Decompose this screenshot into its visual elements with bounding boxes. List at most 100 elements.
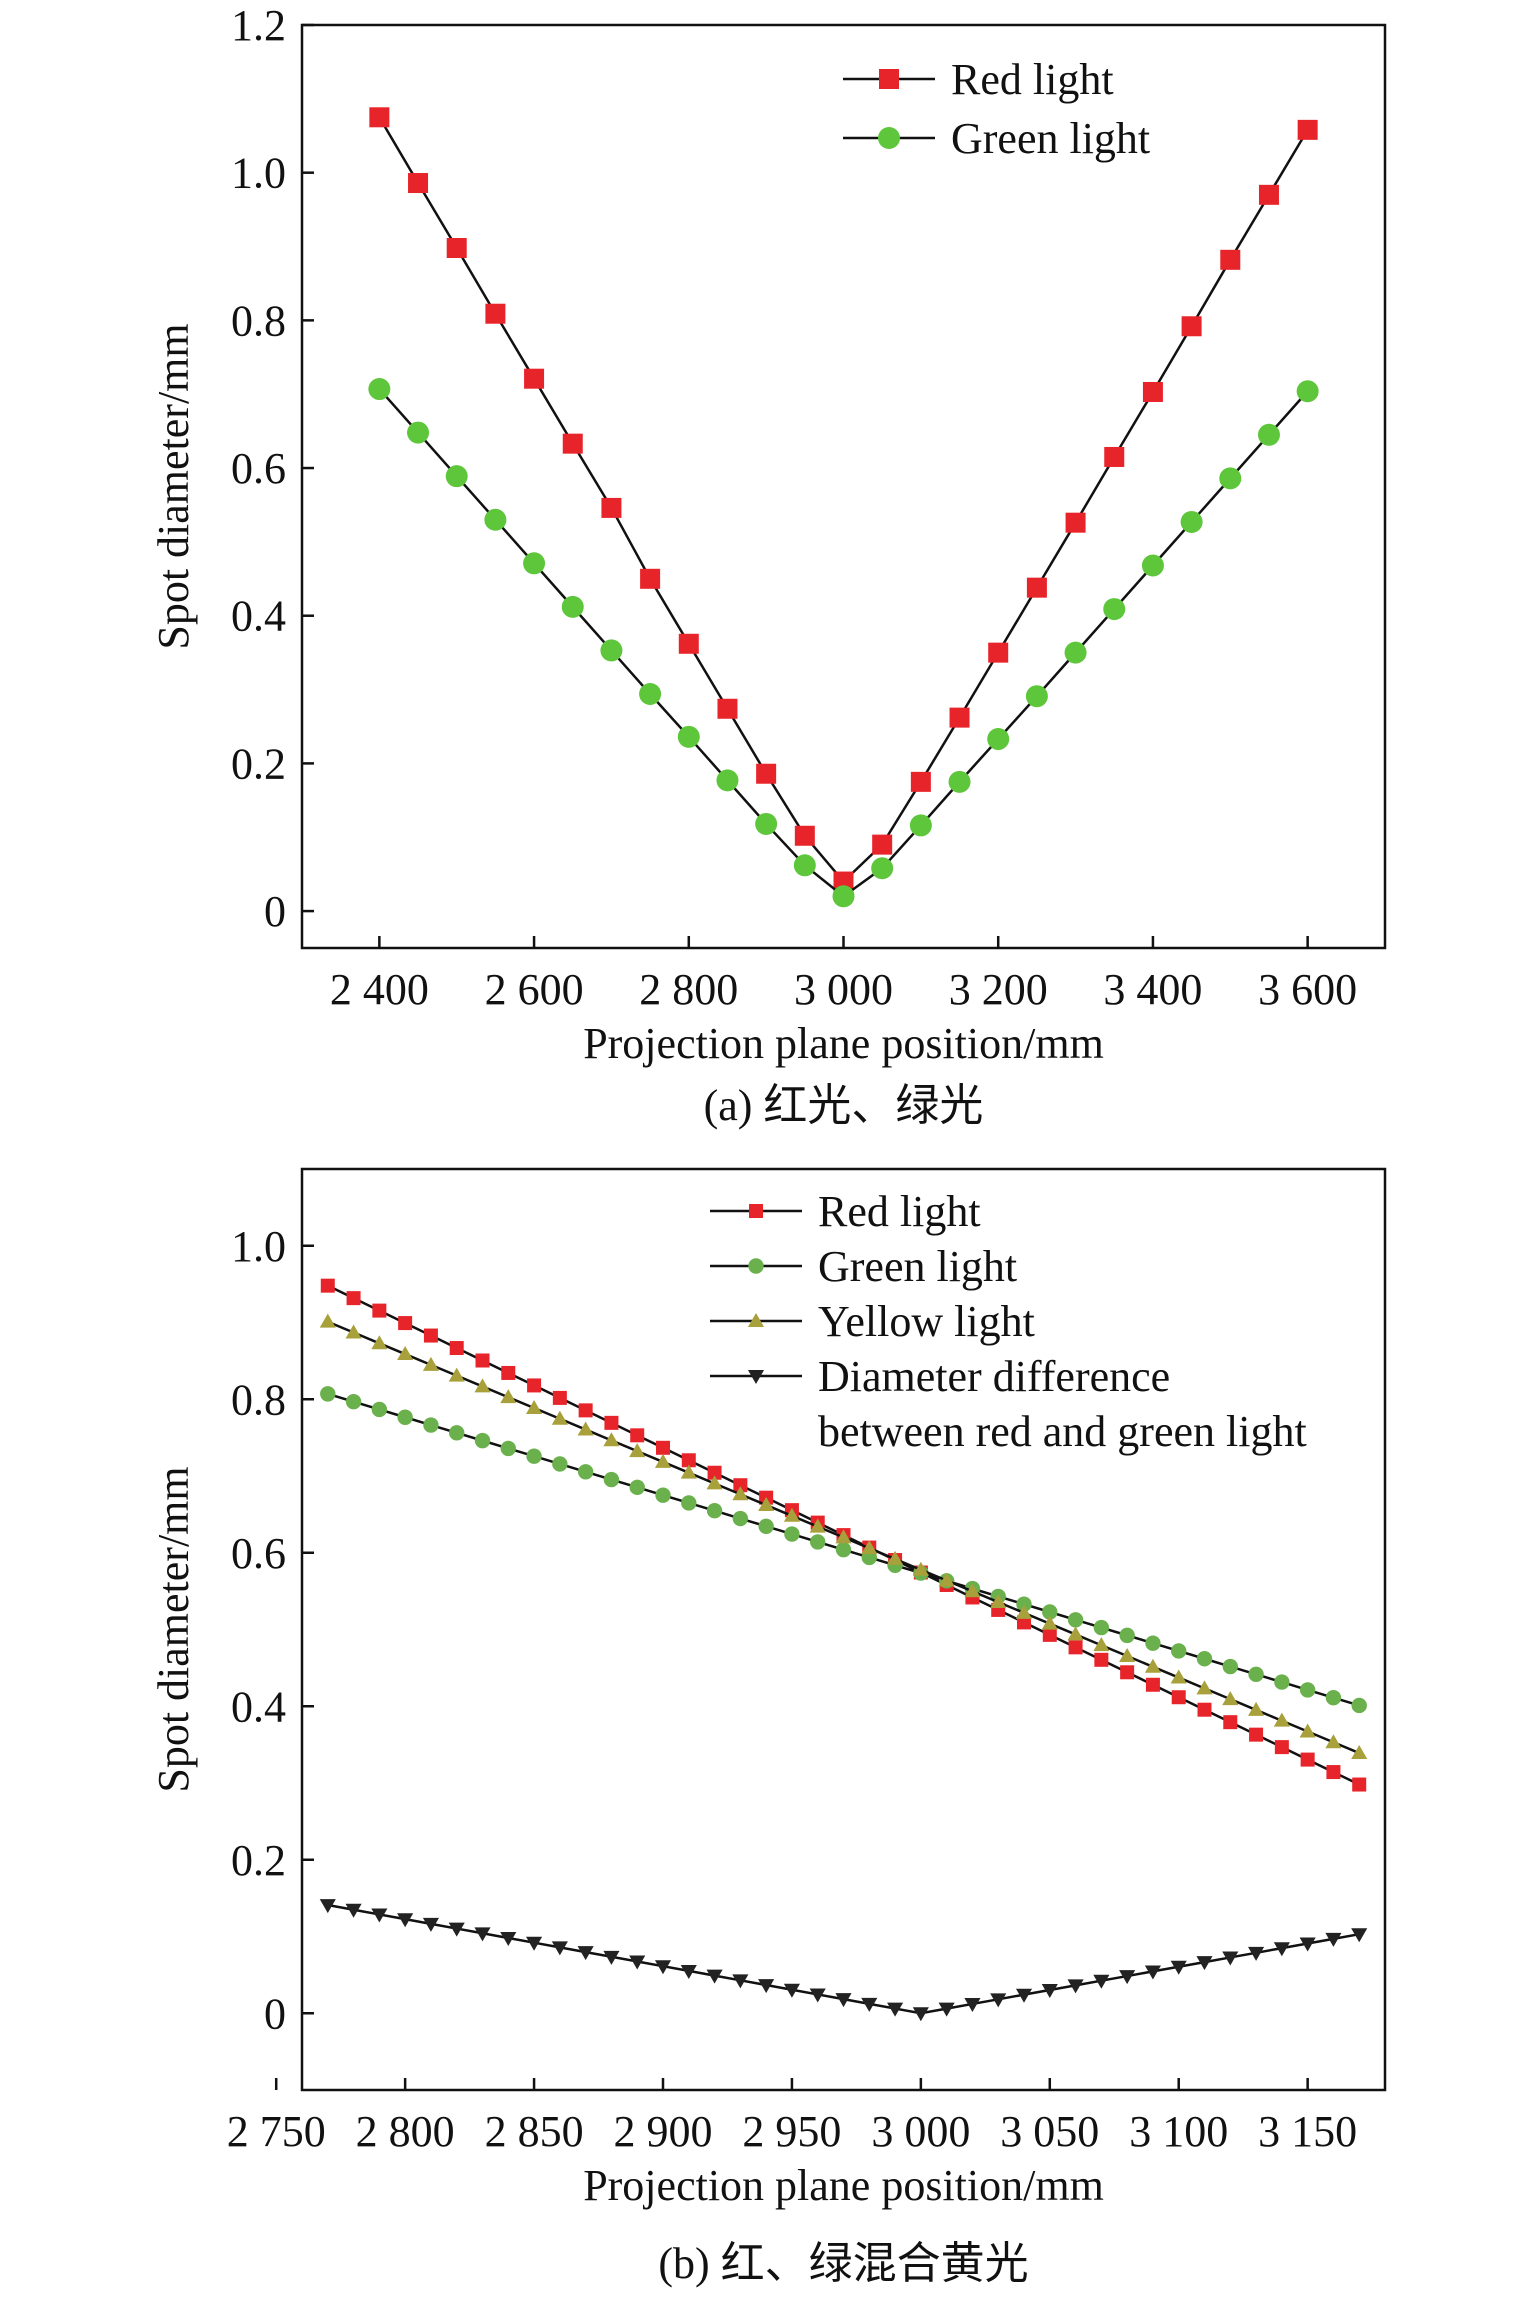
data-point xyxy=(1219,467,1242,490)
data-point xyxy=(1352,1777,1367,1792)
data-point xyxy=(1351,1697,1367,1714)
x-tick-label: 3 200 xyxy=(949,965,1048,1014)
data-point xyxy=(1017,1615,1031,1630)
data-point xyxy=(561,595,584,618)
data-point xyxy=(988,642,1009,663)
data-point xyxy=(910,771,931,792)
data-point xyxy=(1142,381,1163,402)
data-point xyxy=(948,770,971,793)
data-point xyxy=(732,1974,749,1989)
data-point xyxy=(1041,1615,1058,1630)
data-point xyxy=(371,1335,388,1350)
data-point xyxy=(1180,510,1203,533)
data-point xyxy=(1067,1626,1084,1641)
data-point xyxy=(639,682,662,705)
data-point xyxy=(474,1432,491,1449)
data-point xyxy=(1220,249,1241,270)
data-point xyxy=(629,1479,645,1496)
data-point xyxy=(448,1367,465,1382)
data-point xyxy=(1041,1984,1058,1999)
chart-a: 2 400 2 600 2 800 3 000 3 200 3 400 3 600 0 0.2 0… xyxy=(149,1,1387,1130)
data-point xyxy=(794,825,815,846)
data-point xyxy=(372,1303,387,1318)
data-point xyxy=(629,1443,646,1458)
data-point xyxy=(1222,1951,1239,1966)
data-point xyxy=(756,763,777,784)
x-axis-label: Projection plane position/mm xyxy=(583,1019,1104,1068)
x-axis-label: Projection plane position/mm xyxy=(583,2161,1104,2210)
series-green-light xyxy=(368,378,1319,908)
series-line xyxy=(378,116,1309,884)
series-diameter-difference xyxy=(319,1899,1368,2022)
legend-label: Red light xyxy=(818,1187,981,1236)
data-point xyxy=(552,1456,568,1472)
data-point xyxy=(861,1997,878,2012)
data-point xyxy=(872,834,893,855)
data-point xyxy=(706,1969,723,1984)
data-point xyxy=(1067,1979,1084,1994)
legend-label-line2: between red and green light xyxy=(818,1407,1307,1456)
data-point xyxy=(1103,598,1126,621)
legend-label: Green light xyxy=(818,1242,1017,1291)
data-point xyxy=(1258,184,1279,205)
y-tick-label: 0 xyxy=(264,1989,286,2038)
x-tick-label: 3 050 xyxy=(1000,2107,1099,2156)
data-point xyxy=(1351,1928,1368,1943)
data-point xyxy=(1068,1640,1083,1655)
data-point xyxy=(346,1291,361,1306)
data-point xyxy=(1145,1677,1160,1692)
data-point xyxy=(524,368,545,389)
data-point xyxy=(1064,641,1087,664)
data-point xyxy=(500,1932,517,1947)
data-point xyxy=(319,1313,336,1328)
data-point xyxy=(1196,1651,1213,1667)
data-point xyxy=(1197,1702,1212,1717)
data-point xyxy=(835,1541,852,1558)
data-point xyxy=(832,885,855,908)
x-tick-label: 3 150 xyxy=(1258,2107,1357,2156)
data-point xyxy=(398,1316,413,1331)
data-point xyxy=(485,303,506,324)
data-point xyxy=(1026,577,1047,598)
data-point xyxy=(369,107,390,128)
data-point xyxy=(1120,1665,1135,1680)
series-line xyxy=(378,388,1309,898)
data-point xyxy=(835,1529,852,1544)
data-point xyxy=(871,857,894,880)
data-point xyxy=(448,1922,465,1937)
legend-marker xyxy=(749,1204,763,1218)
series-yellow-light xyxy=(319,1313,1368,1760)
x-tick-label: 2 750 xyxy=(227,2107,326,2156)
chart-b: 2 750 2 800 2 850 2 900 2 950 3 000 3 050 3 100… xyxy=(0,1150,1535,2292)
data-point xyxy=(1015,1988,1033,2003)
data-point xyxy=(578,1403,593,1418)
x-tick-label: 3 400 xyxy=(1103,965,1202,1014)
data-point xyxy=(987,728,1010,751)
x-tick-label: 3 000 xyxy=(871,2107,970,2156)
data-point xyxy=(526,1399,543,1414)
data-point xyxy=(551,1941,568,1956)
data-point xyxy=(1093,1619,1110,1636)
data-point xyxy=(1248,1701,1265,1716)
data-point xyxy=(1119,1627,1135,1644)
data-point xyxy=(577,1421,594,1436)
data-point xyxy=(603,1471,620,1488)
data-point xyxy=(423,1328,438,1343)
data-point xyxy=(990,1594,1007,1609)
y-tick-label: 0.4 xyxy=(231,1682,286,1731)
data-point xyxy=(449,1425,465,1441)
data-point xyxy=(707,1465,722,1480)
data-point xyxy=(500,1440,516,1457)
data-point xyxy=(552,1390,567,1405)
data-point xyxy=(938,2002,955,2017)
figure-caption: (a) 红光、绿光 xyxy=(704,1081,984,1130)
data-point xyxy=(909,814,932,837)
data-point xyxy=(551,1410,568,1425)
data-point xyxy=(577,1946,594,1961)
data-point xyxy=(1119,1647,1136,1662)
data-point xyxy=(1273,1712,1290,1727)
figure-caption: (b) 红、绿混合黄光 xyxy=(658,2239,1028,2288)
data-point xyxy=(474,1927,491,1942)
plot-frame xyxy=(300,1167,1387,2092)
data-point xyxy=(706,1475,723,1490)
